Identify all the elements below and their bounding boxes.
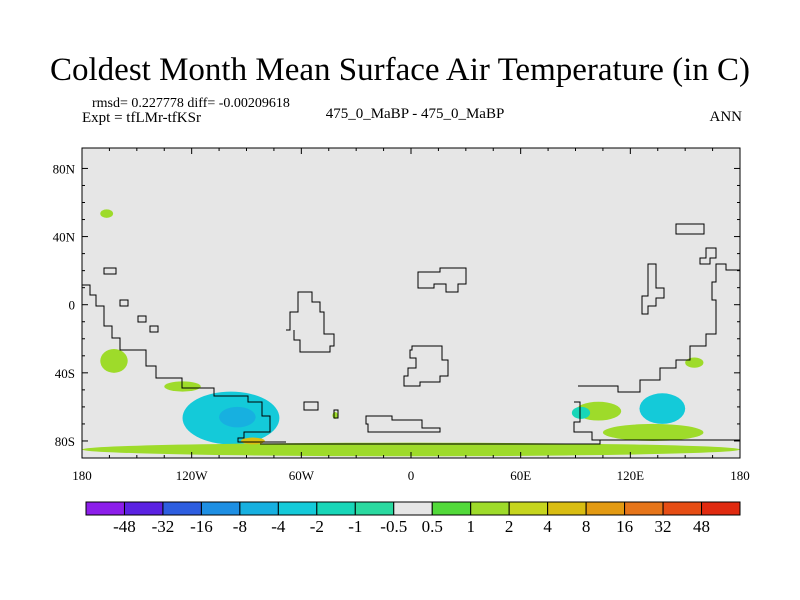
coastline-africa — [286, 291, 335, 353]
colorbar-swatch — [624, 501, 664, 516]
colorbar-label: -48 — [113, 517, 136, 536]
colorbar-swatch — [662, 501, 703, 516]
colorbar-swatch — [85, 501, 125, 516]
region-south-pacific-west-patch — [100, 348, 128, 373]
colorbar-label: -8 — [233, 517, 247, 536]
colorbar-label: 1 — [466, 517, 475, 536]
x-axis: 180 120W 60W 0 60E 120E 180 — [72, 148, 750, 483]
coastline-antarctica — [260, 439, 740, 445]
colorbar-label: 16 — [616, 517, 633, 536]
stats-label: rmsd= 0.227778 diff= -0.00209618 — [92, 96, 290, 111]
colorbar-label: 32 — [655, 517, 672, 536]
region-drake-passage-warm — [241, 437, 265, 445]
y-tick-label: 0 — [69, 298, 76, 313]
x-tick-label: 180 — [72, 468, 92, 483]
colored-regions — [82, 209, 740, 457]
x-tick-label: 180 — [730, 468, 750, 483]
coastline-small-islands — [303, 401, 339, 419]
region-southwest-pacific-warm — [685, 357, 704, 368]
x-tick-label: 60W — [289, 468, 315, 483]
colorbar-label: 2 — [505, 517, 514, 536]
colorbar: -48 -32 -16 -8 -4 -2 -1 -0.5 0.5 1 2 4 8 16 32 48 — [85, 501, 741, 536]
coastline-indian-antarctica — [573, 401, 600, 441]
colorbar-label: -0.5 — [380, 517, 407, 536]
x-tick-label: 120W — [176, 468, 209, 483]
colorbar-swatch — [508, 501, 549, 516]
colorbar-label: 48 — [693, 517, 710, 536]
colorbar-label: 8 — [582, 517, 591, 536]
colorbar-label: -4 — [271, 517, 286, 536]
colorbar-swatch — [239, 501, 279, 516]
colorbar-swatch — [354, 501, 395, 516]
coastline-north-landmass — [417, 267, 467, 293]
colorbar-swatch — [123, 501, 164, 516]
coastline-southern-continent — [403, 345, 449, 387]
experiment-label: Expt = tfLMr-tfKSr — [82, 110, 201, 126]
colorbar-swatch — [162, 501, 202, 516]
y-tick-label: 40S — [55, 366, 75, 381]
map-plot-area — [81, 147, 741, 459]
region-south-pacific-warm-strip — [164, 381, 201, 392]
coastline-east-antarctica — [578, 263, 740, 393]
colorbar-label: 4 — [543, 517, 552, 536]
comparison-label: 475_0_MaBP - 475_0_MaBP — [325, 106, 505, 122]
x-tick-label: 0 — [408, 468, 415, 483]
region-indian-ocean-cold-patch — [571, 406, 591, 419]
region-indian-ocean-warm-lower — [602, 423, 704, 441]
colorbar-swatch — [316, 501, 356, 516]
coastline-east-islands — [699, 247, 717, 265]
colorbar-swatch — [393, 501, 433, 516]
y-tick-label: 80S — [55, 434, 75, 449]
colorbar-swatch — [585, 501, 626, 516]
coastline-south-pacific-island — [103, 267, 117, 275]
season-label: ANN — [709, 109, 743, 125]
x-tick-label: 120E — [617, 468, 645, 483]
y-tick-label: 40N — [53, 230, 76, 245]
map-title: Coldest Month Mean Surface Air Temperatu… — [50, 52, 750, 88]
colorbar-label: 0.5 — [422, 517, 443, 536]
x-tick-label: 60E — [510, 468, 531, 483]
coastline-northeast-landmass — [675, 223, 705, 235]
coastline-antarctic-peninsula — [365, 415, 441, 433]
colorbar-swatch — [200, 501, 241, 516]
y-axis: 80N 40N 0 40S 80S — [53, 161, 740, 449]
region-south-pacific-cold-core — [219, 406, 256, 428]
colorbar-label: -32 — [152, 517, 175, 536]
colorbar-swatch — [547, 501, 587, 516]
colorbar-swatch — [470, 501, 510, 516]
colorbar-swatch — [277, 501, 318, 516]
region-australia-south-cold-blob — [639, 393, 686, 424]
colorbar-swatch — [431, 501, 472, 516]
region-antarctic-coast-warm-fringe — [82, 442, 740, 457]
colorbar-label: -2 — [310, 517, 324, 536]
colorbar-label: -1 — [348, 517, 362, 536]
coastline-outlines — [82, 223, 740, 445]
colorbar-swatch — [701, 501, 741, 516]
coastline-east-asia-islands — [641, 263, 665, 315]
y-tick-label: 80N — [53, 161, 76, 176]
region-north-pacific-patch — [100, 209, 114, 218]
coastline-south-america — [82, 284, 286, 443]
colorbar-label: -16 — [190, 517, 213, 536]
coastline-island-chain — [119, 299, 159, 333]
